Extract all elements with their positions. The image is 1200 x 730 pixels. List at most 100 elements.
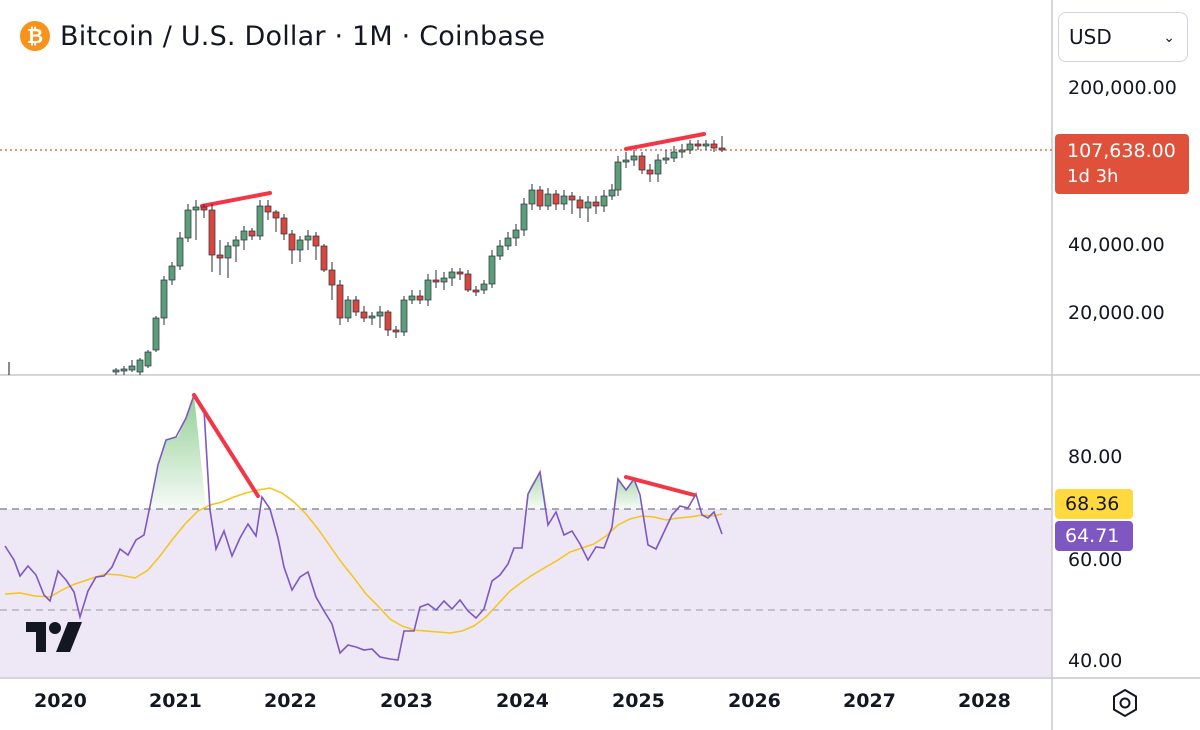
candle-body xyxy=(630,155,638,161)
candle-body xyxy=(528,189,536,205)
candle-body xyxy=(552,193,560,205)
candle-body xyxy=(232,239,240,247)
time-axis-label: 2023 xyxy=(380,690,433,712)
candle-body xyxy=(694,143,702,147)
settings-icon[interactable] xyxy=(1110,688,1140,718)
rsi-axis-label: 60.00 xyxy=(1068,549,1123,571)
rsi-line xyxy=(4,393,723,661)
candle-body xyxy=(400,299,408,333)
currency-value: USD xyxy=(1069,25,1112,49)
symbol-header: ₿ Bitcoin / U.S. Dollar · 1M · Coinbase xyxy=(20,16,545,56)
candle-body xyxy=(352,299,360,313)
last-price-value: 107,638.00 xyxy=(1067,140,1176,162)
candle-body xyxy=(568,195,576,201)
candle-body xyxy=(560,195,568,205)
candle-body xyxy=(416,295,424,301)
candle-body xyxy=(272,211,280,219)
bitcoin-logo-icon: ₿ xyxy=(20,21,50,51)
time-axis-label: 2024 xyxy=(496,690,549,712)
time-axis-label: 2028 xyxy=(958,690,1011,712)
candle-body xyxy=(168,265,176,281)
bar-countdown: 1d 3h xyxy=(1067,166,1119,187)
candle-body xyxy=(360,311,368,319)
candle-body xyxy=(376,311,384,317)
candle-body xyxy=(208,209,216,256)
candle-body xyxy=(638,155,646,171)
price-divergence-line-2[interactable] xyxy=(624,132,706,151)
candle-body xyxy=(200,206,208,211)
candle-body xyxy=(592,201,600,207)
candle-body xyxy=(448,271,456,279)
rsi-ma-value-badge: 68.36 xyxy=(1055,489,1133,519)
candle-body xyxy=(344,299,352,319)
rsi-divergence-line-1[interactable] xyxy=(192,393,260,498)
candle-body xyxy=(328,269,336,286)
time-axis-label: 2022 xyxy=(264,690,317,712)
candle-body xyxy=(456,271,464,275)
candle-body xyxy=(392,329,400,333)
candle-body xyxy=(544,193,552,207)
candle-body xyxy=(160,279,168,319)
symbol-title[interactable]: Bitcoin / U.S. Dollar · 1M · Coinbase xyxy=(60,20,546,52)
candle-body xyxy=(192,206,200,211)
candle-body xyxy=(622,159,630,163)
currency-select[interactable]: USD ⌄ xyxy=(1058,12,1188,62)
candle-body xyxy=(464,273,472,291)
candle-body xyxy=(184,209,192,239)
rsi-value-badge: 64.71 xyxy=(1055,521,1133,551)
rsi-band xyxy=(0,509,1052,610)
candle-body xyxy=(280,217,288,235)
candle-body xyxy=(384,311,392,331)
last-price-badge: 107,638.00 1d 3h xyxy=(1055,134,1189,194)
candle-body xyxy=(240,230,248,241)
rsi-axis-label: 40.00 xyxy=(1068,650,1123,672)
candle-body xyxy=(296,239,304,251)
candle-body xyxy=(520,203,528,231)
candle-body xyxy=(112,369,120,373)
time-axis-label: 2025 xyxy=(612,690,665,712)
time-axis-label: 2020 xyxy=(34,690,87,712)
candle-body xyxy=(496,245,504,257)
chevron-down-icon: ⌄ xyxy=(1163,28,1175,45)
time-axis-label: 2026 xyxy=(728,690,781,712)
candle-body xyxy=(718,147,726,151)
candle-body xyxy=(320,245,328,271)
candle-body xyxy=(614,161,622,191)
candle-body xyxy=(312,235,320,247)
candle-body xyxy=(120,368,128,372)
price-axis-label: 200,000.00 xyxy=(1068,77,1177,99)
rsi-band-lower xyxy=(0,610,1052,677)
candle-body xyxy=(144,351,152,367)
rsi-axis-label: 80.00 xyxy=(1068,446,1123,468)
time-axis-label: 2027 xyxy=(843,690,896,712)
candle-body xyxy=(408,295,416,301)
rsi-divergence-line-2[interactable] xyxy=(624,475,696,497)
candle-body xyxy=(224,245,232,259)
candle-body xyxy=(336,284,344,319)
candlestick-series xyxy=(112,136,726,375)
candle-body xyxy=(480,283,488,291)
candle-body xyxy=(654,159,662,175)
candle-body xyxy=(152,317,160,351)
candle-body xyxy=(504,237,512,247)
candle-body xyxy=(472,289,480,293)
price-divergence-line-1[interactable] xyxy=(200,191,272,208)
candle-body xyxy=(136,359,144,373)
candle-body xyxy=(176,237,184,267)
candle-body xyxy=(288,233,296,251)
price-axis-label: 40,000.00 xyxy=(1068,234,1165,256)
candle-body xyxy=(686,143,694,151)
candle-body xyxy=(670,151,678,159)
candle-body xyxy=(440,277,448,283)
candle-body xyxy=(512,229,520,239)
candle-body xyxy=(256,205,264,237)
candle-body xyxy=(216,254,224,259)
candle-body xyxy=(424,279,432,301)
tradingview-logo-icon xyxy=(26,622,82,652)
candle-body xyxy=(710,143,718,149)
candle-body xyxy=(248,230,256,237)
candle-body xyxy=(608,189,616,197)
time-axis-label: 2021 xyxy=(149,690,202,712)
candle-body xyxy=(304,235,312,241)
